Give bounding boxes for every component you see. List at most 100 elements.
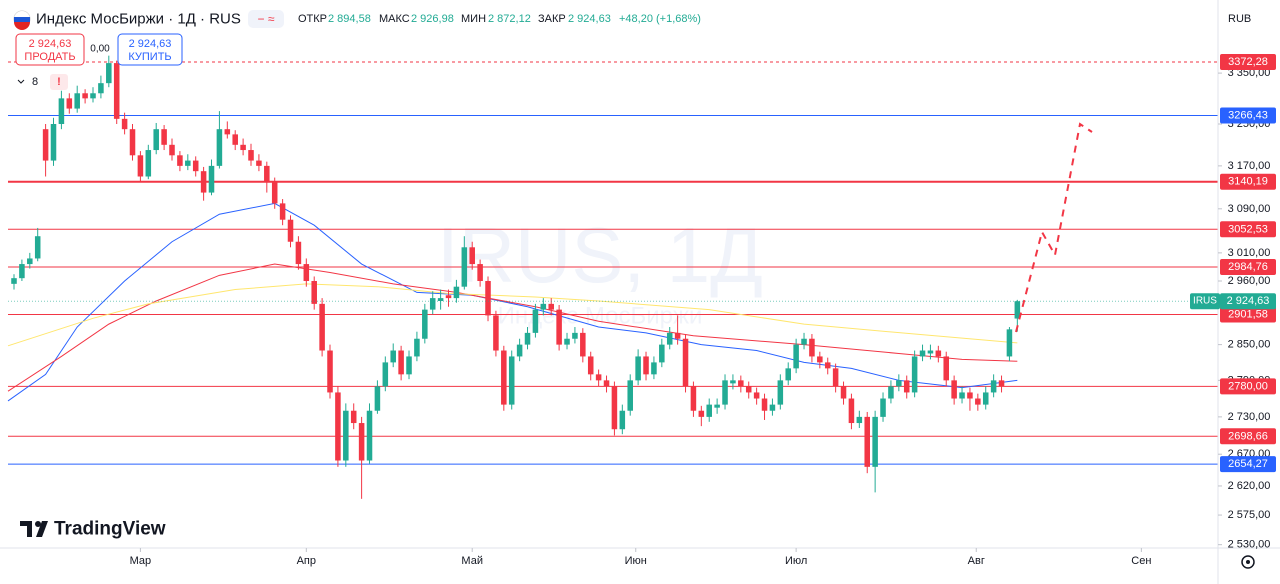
candle-body <box>256 160 262 166</box>
candle-body <box>666 332 673 345</box>
x-tick-label: Май <box>461 555 483 567</box>
candle-body <box>927 350 934 354</box>
candle-body <box>153 129 159 151</box>
axes: 3 350,003 250,003 170,003 090,003 010,00… <box>130 53 1276 567</box>
candle-body <box>524 332 531 345</box>
candle-body <box>674 332 681 339</box>
candle-body <box>651 362 657 375</box>
candle-body <box>11 278 17 284</box>
candle-body <box>66 98 73 109</box>
projection-arrow <box>1015 122 1093 333</box>
candle-body <box>935 350 942 357</box>
last-tag-box <box>1190 293 1220 310</box>
candle-body <box>911 356 918 393</box>
pill[interactable] <box>248 10 284 28</box>
candle-body <box>556 309 562 345</box>
candle-body <box>817 356 823 363</box>
sell-price[interactable]: 2 924,63 <box>29 38 72 50</box>
candle-body <box>824 362 831 369</box>
buy-label[interactable]: КУПИТЬ <box>128 51 171 63</box>
candle-body <box>58 98 65 125</box>
collapse-icon[interactable] <box>17 79 25 84</box>
sell-button[interactable] <box>15 33 85 66</box>
candle-body <box>27 258 33 265</box>
candle-body <box>185 160 191 166</box>
candle-body <box>82 93 88 99</box>
candle-body <box>840 386 847 399</box>
level-label-box <box>1220 221 1276 238</box>
symbol-title[interactable]: Индекс МосБиржи · 1Д · RUS <box>36 11 241 28</box>
currency-box[interactable] <box>1220 8 1272 30</box>
level-label: 2780,00 <box>1228 380 1268 392</box>
candle-body <box>919 350 926 357</box>
level-label-box <box>1220 53 1276 70</box>
candle-body <box>753 392 760 399</box>
low-value: 2 872,12 <box>488 13 531 25</box>
candle-body <box>714 404 720 408</box>
alert-box[interactable] <box>50 74 68 90</box>
candle-body <box>382 362 389 387</box>
candle-body <box>1014 301 1021 319</box>
candle-body <box>809 338 815 357</box>
close-label: ЗАКР <box>538 13 566 25</box>
candle-body <box>580 332 586 357</box>
candle-body <box>106 63 112 84</box>
y-tick-label: 3 350,00 <box>1228 67 1271 79</box>
candle-body <box>445 295 452 299</box>
candle-body <box>335 392 341 461</box>
level-label: 2984,76 <box>1228 261 1268 273</box>
candle-body <box>682 338 689 387</box>
candle-body <box>880 398 886 417</box>
plot <box>7 55 1218 499</box>
candle-body <box>730 380 736 384</box>
y-tick-label: 3 170,00 <box>1228 160 1271 172</box>
ma-line <box>7 263 1018 392</box>
level-label: 2654,27 <box>1228 458 1268 470</box>
candle-body <box>516 344 523 357</box>
candle-body <box>279 203 286 220</box>
candle-body <box>793 344 799 369</box>
candle-body <box>595 374 602 381</box>
candle-body <box>698 410 705 417</box>
spread: 0,00 <box>90 44 110 55</box>
candle-body <box>738 380 744 387</box>
candle-body <box>374 386 381 411</box>
buy-price[interactable]: 2 924,63 <box>129 38 172 50</box>
candle-body <box>832 368 839 387</box>
close-value: 2 924,63 <box>568 13 611 25</box>
candle-body <box>501 350 507 405</box>
candle-body <box>548 303 554 310</box>
candle-body <box>998 380 1005 387</box>
candle-body <box>777 380 784 405</box>
last-price-box <box>1220 293 1276 310</box>
candle-body <box>722 380 728 405</box>
candle-body <box>311 281 317 304</box>
candle-body <box>192 160 199 172</box>
indicator-count[interactable]: 8 <box>32 76 38 88</box>
candle-body <box>429 298 436 310</box>
y-tick-label: 2 575,00 <box>1228 509 1271 521</box>
candle-body <box>769 404 776 411</box>
pill-icon: − ≈ <box>258 12 275 26</box>
x-tick-label: Апр <box>297 555 316 567</box>
currency[interactable]: RUB <box>1228 13 1251 25</box>
candle-body <box>19 264 25 279</box>
x-tick-label: Мар <box>130 555 152 567</box>
candle-body <box>611 386 618 430</box>
candle-body <box>248 150 254 161</box>
level-label-box <box>1220 259 1276 276</box>
x-tick-label: Июн <box>625 555 647 567</box>
candle-body <box>113 63 120 119</box>
candle-body <box>200 171 207 193</box>
buy-button[interactable] <box>117 33 183 66</box>
x-tick-label: Июл <box>785 555 807 567</box>
sell-label[interactable]: ПРОДАТЬ <box>24 51 75 63</box>
candle-body <box>398 350 404 375</box>
candle-body <box>982 392 989 405</box>
level-label-box <box>1220 173 1276 190</box>
settings-icon[interactable] <box>1241 555 1255 569</box>
candle-body <box>74 93 80 109</box>
candle-body <box>319 303 325 351</box>
settings-dot <box>1246 560 1250 564</box>
